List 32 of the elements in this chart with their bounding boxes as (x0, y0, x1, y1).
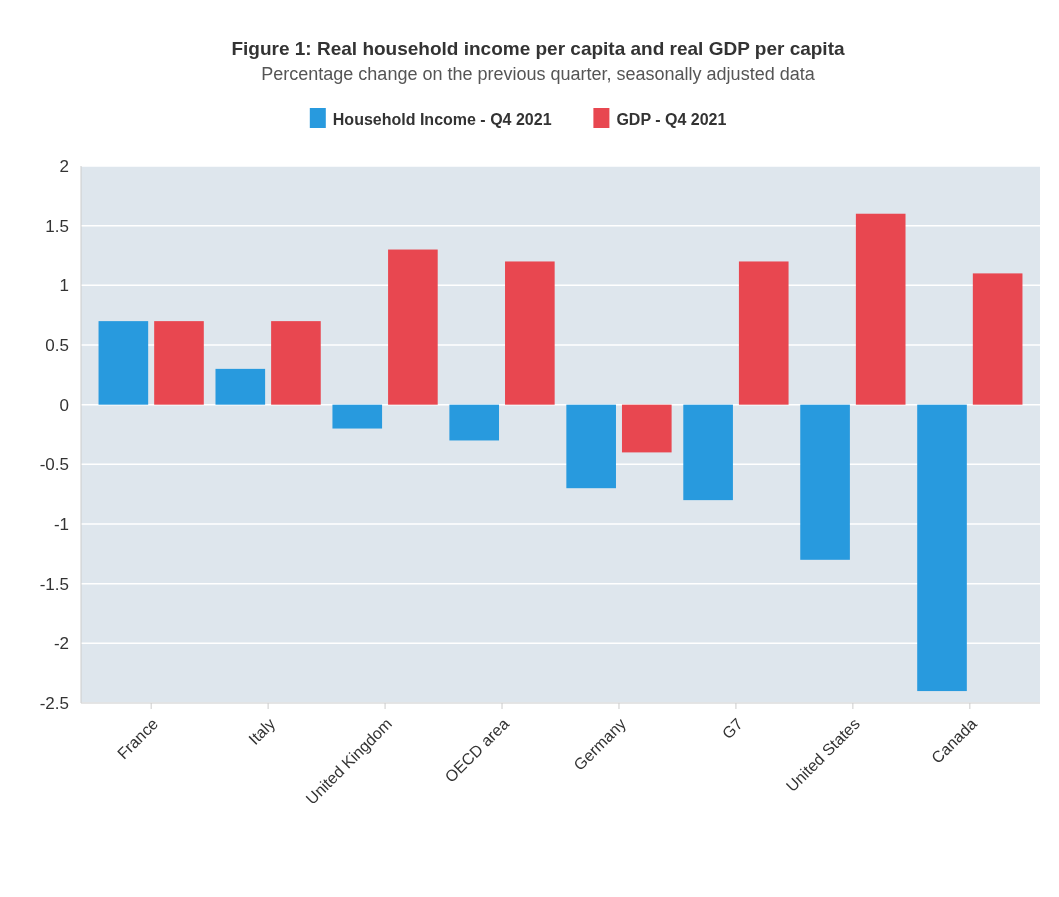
y-tick-label: 0 (59, 395, 69, 415)
bar (332, 404, 383, 429)
y-tick-label: -1.5 (39, 574, 69, 594)
bar (505, 261, 555, 405)
bar (388, 249, 438, 405)
y-tick-label: -1 (53, 515, 69, 534)
x-tick-label: G7 (718, 714, 747, 743)
y-tick-label: 1 (59, 276, 69, 296)
bar (738, 261, 789, 405)
legend-label: GDP - Q4 2021 (616, 111, 727, 128)
chart-subtitle: Percentage change on the previous quarter, seasonally adjusted data (261, 64, 816, 84)
y-tick-label: -0.5 (39, 455, 69, 475)
bar (972, 273, 1023, 405)
bar (98, 321, 149, 405)
bar (271, 321, 321, 405)
bar (683, 404, 733, 501)
bar (154, 321, 204, 405)
bar (566, 404, 616, 489)
bar (917, 404, 967, 692)
bar (449, 404, 500, 441)
bar (800, 404, 850, 560)
y-tick-label: -2.5 (39, 694, 69, 713)
bar (215, 368, 266, 405)
y-tick-label: 1.5 (45, 216, 69, 236)
y-tick-label: -2 (53, 634, 69, 654)
x-tick-label: Italy (245, 715, 279, 748)
y-tick-label: 2 (59, 157, 69, 176)
y-tick-label: 0.5 (45, 336, 69, 355)
chart-title: Figure 1: Real household income per capita and real GDP per capita (231, 38, 845, 59)
bar (855, 213, 906, 405)
legend-label: Household Income - Q4 2021 (332, 111, 552, 128)
bar (621, 404, 672, 453)
